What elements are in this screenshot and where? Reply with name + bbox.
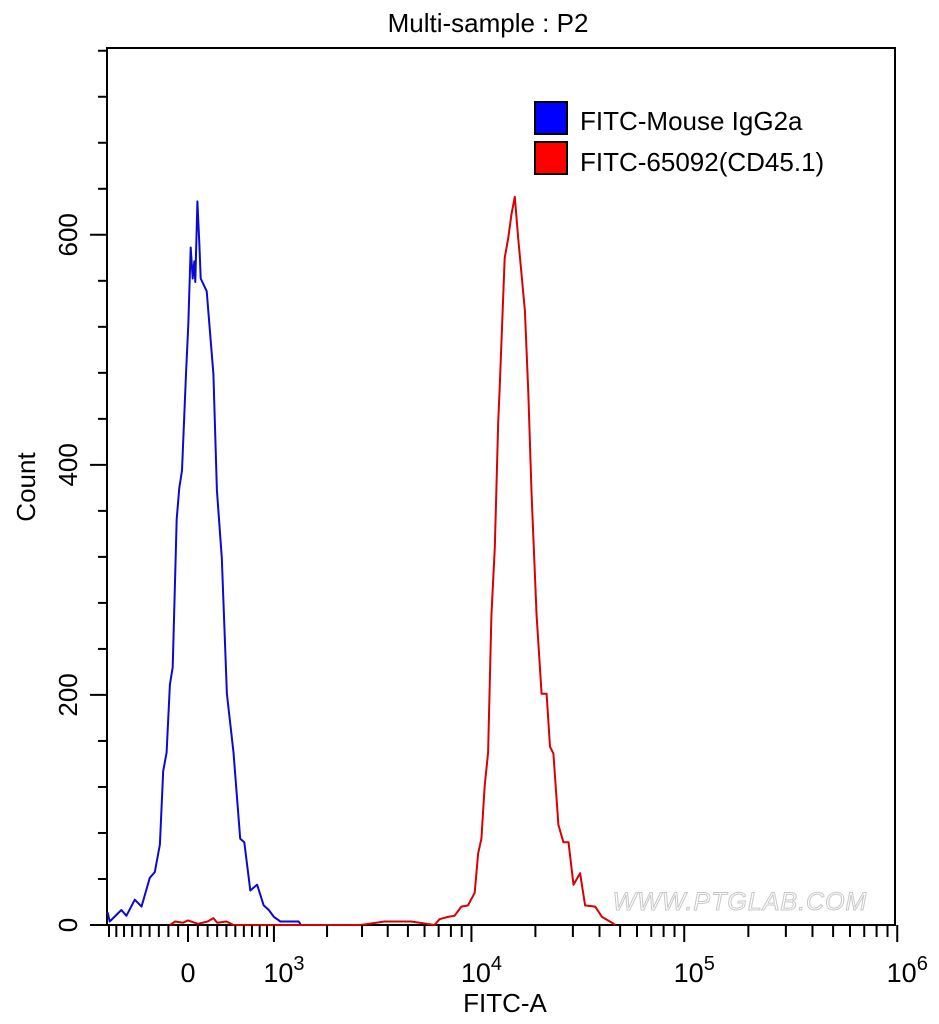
y-tick-label: 400 — [53, 443, 83, 486]
legend-item-cd45: FITC-65092(CD45.1) — [534, 141, 824, 177]
x-tick-label: 0 — [180, 958, 195, 988]
y-axis-label: Count — [11, 452, 41, 522]
x-tick-label: 106 — [887, 953, 928, 988]
y-tick-label: 600 — [53, 213, 83, 256]
y-tick-label: 0 — [53, 918, 83, 932]
y-axis: 0 200 400 600 — [53, 49, 107, 932]
legend-label: FITC-65092(CD45.1) — [580, 147, 824, 177]
chart-title: Multi-sample : P2 — [388, 8, 589, 38]
series-line-1 — [169, 195, 616, 926]
series-line-0 — [106, 200, 302, 926]
legend-swatch-red — [534, 141, 568, 175]
legend-item-isotype: FITC-Mouse IgG2a — [534, 101, 803, 136]
plot-frame — [106, 47, 896, 926]
x-tick-label: 104 — [461, 953, 502, 988]
x-axis-label: FITC-A — [463, 988, 547, 1018]
legend: FITC-Mouse IgG2a FITC-65092(CD45.1) — [534, 101, 824, 177]
x-axis: 0 103 104 105 106 — [108, 925, 928, 988]
legend-label: FITC-Mouse IgG2a — [580, 106, 803, 136]
legend-swatch-blue — [534, 101, 568, 135]
curves — [106, 195, 616, 926]
x-tick-label: 103 — [263, 953, 304, 988]
x-tick-label: 105 — [674, 953, 715, 988]
watermark: WWW.PTGLAB.COM — [613, 888, 868, 916]
y-tick-label: 200 — [53, 673, 83, 716]
